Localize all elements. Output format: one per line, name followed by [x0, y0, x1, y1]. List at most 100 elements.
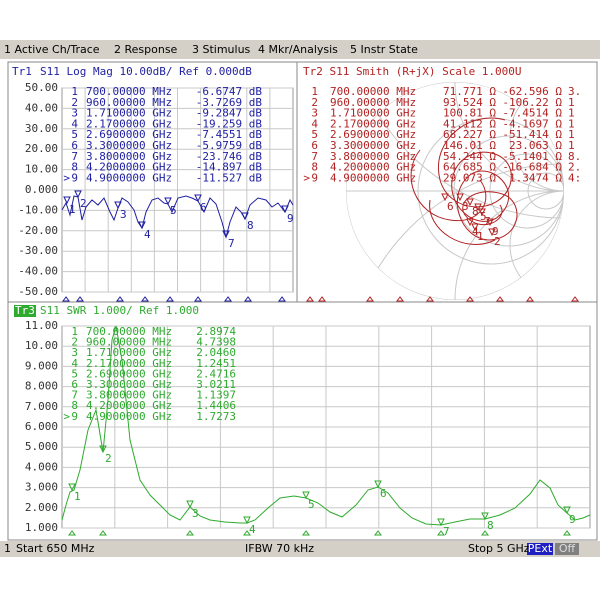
- marker-number: 4: [249, 523, 256, 536]
- marker-number: 3: [462, 200, 469, 213]
- trace1-grid: 50.00 40.00 30.00 20.00 10.00 0.000 -10.00 -20.…: [18, 81, 293, 298]
- active-marker: >: [303, 171, 310, 184]
- marker-cell: 64.685 Ω: [443, 161, 496, 174]
- marker-cell: 4: [71, 117, 78, 130]
- y-tick-label: 2.000: [25, 501, 58, 514]
- marker-flag: [302, 491, 310, 500]
- marker-cell: 3.8000000 GHz: [330, 150, 416, 163]
- marker-cell: 7: [71, 150, 78, 163]
- trace3-label: Tr3: [15, 304, 35, 317]
- marker-cell: 4.2000000 GHz: [86, 399, 172, 412]
- marker-cell: 2.6900000 GHz: [86, 128, 172, 141]
- marker-cell: -11.527 dB: [196, 171, 263, 184]
- marker-cell: 3.3000000 GHz: [86, 139, 172, 152]
- marker-cell: 1: [568, 107, 575, 120]
- marker-flag: [138, 221, 146, 230]
- marker-number: 9: [569, 513, 576, 526]
- y-tick-label: 3.000: [25, 481, 58, 494]
- marker-cell: 2.1700000 GHz: [86, 117, 172, 130]
- menu-item[interactable]: 5 Instr State: [350, 43, 418, 56]
- tick-triangle: [302, 530, 310, 536]
- marker-cell: 6: [71, 139, 78, 152]
- marker-number: 9: [287, 212, 294, 225]
- marker-cell: 700.00000 MHz: [330, 85, 416, 98]
- tick-triangle: [224, 296, 232, 302]
- tick-triangle: [481, 530, 489, 536]
- marker-cell: 5: [311, 128, 318, 141]
- tick-triangle: [563, 530, 571, 536]
- marker-flag: [186, 500, 194, 509]
- marker-cell: 1: [568, 117, 575, 130]
- marker-cell: 7: [311, 150, 318, 163]
- tick-triangle: [243, 530, 251, 536]
- trace1-title: S11 Log Mag 10.00dB/ Ref 0.000dB: [40, 65, 252, 78]
- marker-cell: 3.3000000 GHz: [330, 139, 416, 152]
- marker-number: 8: [247, 219, 254, 232]
- marker-number: 6: [380, 487, 387, 500]
- marker-cell: 9: [71, 171, 78, 184]
- marker-number: 1: [477, 230, 484, 243]
- marker-cell: 29.073 Ω: [443, 171, 496, 184]
- y-tick-label: 1.000: [25, 521, 58, 534]
- marker-cell: 4.9000000 GHz: [86, 410, 172, 423]
- tick-triangle: [437, 530, 445, 536]
- marker-cell: -19.259 dB: [196, 117, 263, 130]
- marker-cell: 68.227 Ω: [443, 128, 496, 141]
- marker-cell: -4.1697 Ω: [502, 117, 562, 130]
- ifbw: IFBW 70 kHz: [245, 542, 314, 555]
- stop: Stop 5 GHz: [468, 542, 530, 555]
- marker-number: 8: [487, 519, 494, 532]
- start: Start 650 MHz: [16, 542, 95, 555]
- marker-cell: 2.4716: [196, 367, 236, 380]
- marker-cell: 4.7398: [196, 336, 236, 349]
- y-tick-label: 7.000: [25, 400, 58, 413]
- tick-triangle: [396, 296, 404, 302]
- marker-flag: [74, 190, 82, 199]
- trace1-panel: [7, 61, 298, 303]
- marker-cell: 2.: [568, 161, 581, 174]
- marker-cell: -9.2847 dB: [196, 107, 263, 120]
- y-tick-label: -10.00: [18, 203, 58, 216]
- marker-cell: 1.4406: [196, 399, 236, 412]
- trace3-title: S11 SWR 1.000/ Ref 1.000: [40, 304, 199, 317]
- y-tick-label: 6.000: [25, 420, 58, 433]
- menu-item[interactable]: 3 Stimulus: [192, 43, 251, 56]
- marker-cell: 2: [71, 336, 78, 349]
- tick-triangle: [186, 530, 194, 536]
- marker-cell: 3: [71, 107, 78, 120]
- marker-cell: 4:: [568, 171, 581, 184]
- y-tick-label: 30.00: [25, 122, 58, 135]
- tick-triangle: [194, 296, 202, 302]
- marker-number: 5: [480, 210, 487, 223]
- trace2-panel: [296, 61, 598, 303]
- tick-triangle: [426, 296, 434, 302]
- y-tick-label: -30.00: [18, 244, 58, 257]
- marker-cell: 2.6900000 GHz: [86, 367, 172, 380]
- marker-flag: [437, 518, 445, 527]
- menu-item[interactable]: 4 Mkr/Analysis: [258, 43, 338, 56]
- marker-flag: [466, 218, 474, 227]
- marker-flag: [563, 506, 571, 515]
- tick-triangle: [496, 296, 504, 302]
- y-tick-label: 50.00: [25, 81, 58, 94]
- pext-badge: [527, 543, 553, 555]
- menu-item[interactable]: 2 Response: [114, 43, 178, 56]
- y-tick-label: 10.00: [25, 339, 58, 352]
- marker-flag: [478, 208, 486, 217]
- marker-flag: [222, 230, 230, 239]
- menu-item[interactable]: 1 Active Ch/Trace: [4, 43, 100, 56]
- marker-number: 9: [492, 225, 499, 238]
- marker-cell: 1: [71, 325, 78, 338]
- marker-cell: 5: [71, 367, 78, 380]
- trace3-label-bg: [14, 305, 36, 317]
- marker-cell: 6: [71, 378, 78, 391]
- marker-flag: [471, 223, 479, 232]
- swr-trace: [61, 325, 591, 526]
- pext: PExt: [528, 542, 553, 555]
- marker-cell: 4.2000000 GHz: [330, 161, 416, 174]
- marker-cell: -7.4514 Ω: [502, 107, 562, 120]
- marker-cell: 2: [311, 96, 318, 109]
- marker-cell: 1.3474 Ω: [509, 171, 562, 184]
- marker-flag: [194, 194, 202, 203]
